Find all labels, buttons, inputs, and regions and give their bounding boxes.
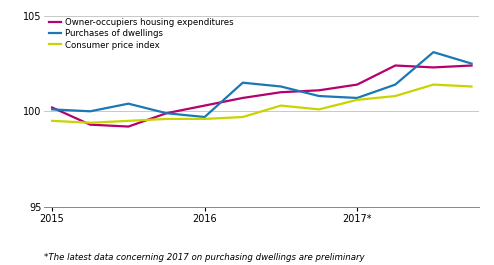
Owner-occupiers housing expenditures: [354, 83, 360, 86]
Consumer price index: [240, 116, 246, 119]
Owner-occupiers housing expenditures: [164, 112, 169, 115]
Text: *The latest data concerning 2017 on purchasing dwellings are preliminary: *The latest data concerning 2017 on purc…: [44, 253, 365, 262]
Owner-occupiers housing expenditures: [49, 106, 55, 109]
Purchases of dwellings: [87, 110, 93, 113]
Owner-occupiers housing expenditures: [202, 104, 207, 107]
Owner-occupiers housing expenditures: [125, 125, 131, 128]
Consumer price index: [354, 98, 360, 101]
Consumer price index: [87, 121, 93, 124]
Consumer price index: [125, 119, 131, 122]
Purchases of dwellings: [430, 51, 436, 54]
Consumer price index: [49, 119, 55, 122]
Owner-occupiers housing expenditures: [240, 96, 246, 100]
Purchases of dwellings: [202, 116, 207, 119]
Purchases of dwellings: [278, 85, 284, 88]
Owner-occupiers housing expenditures: [87, 123, 93, 126]
Consumer price index: [164, 117, 169, 121]
Line: Purchases of dwellings: Purchases of dwellings: [52, 52, 472, 117]
Purchases of dwellings: [392, 83, 398, 86]
Owner-occupiers housing expenditures: [316, 89, 322, 92]
Purchases of dwellings: [125, 102, 131, 105]
Owner-occupiers housing expenditures: [469, 64, 475, 67]
Consumer price index: [278, 104, 284, 107]
Consumer price index: [392, 94, 398, 98]
Legend: Owner-occupiers housing expenditures, Purchases of dwellings, Consumer price ind: Owner-occupiers housing expenditures, Pu…: [49, 18, 234, 50]
Line: Owner-occupiers housing expenditures: Owner-occupiers housing expenditures: [52, 65, 472, 127]
Purchases of dwellings: [316, 94, 322, 98]
Consumer price index: [430, 83, 436, 86]
Purchases of dwellings: [354, 96, 360, 100]
Owner-occupiers housing expenditures: [278, 91, 284, 94]
Consumer price index: [202, 117, 207, 121]
Purchases of dwellings: [469, 62, 475, 65]
Purchases of dwellings: [164, 112, 169, 115]
Owner-occupiers housing expenditures: [392, 64, 398, 67]
Purchases of dwellings: [49, 108, 55, 111]
Consumer price index: [316, 108, 322, 111]
Consumer price index: [469, 85, 475, 88]
Owner-occupiers housing expenditures: [430, 66, 436, 69]
Line: Consumer price index: Consumer price index: [52, 85, 472, 123]
Purchases of dwellings: [240, 81, 246, 84]
